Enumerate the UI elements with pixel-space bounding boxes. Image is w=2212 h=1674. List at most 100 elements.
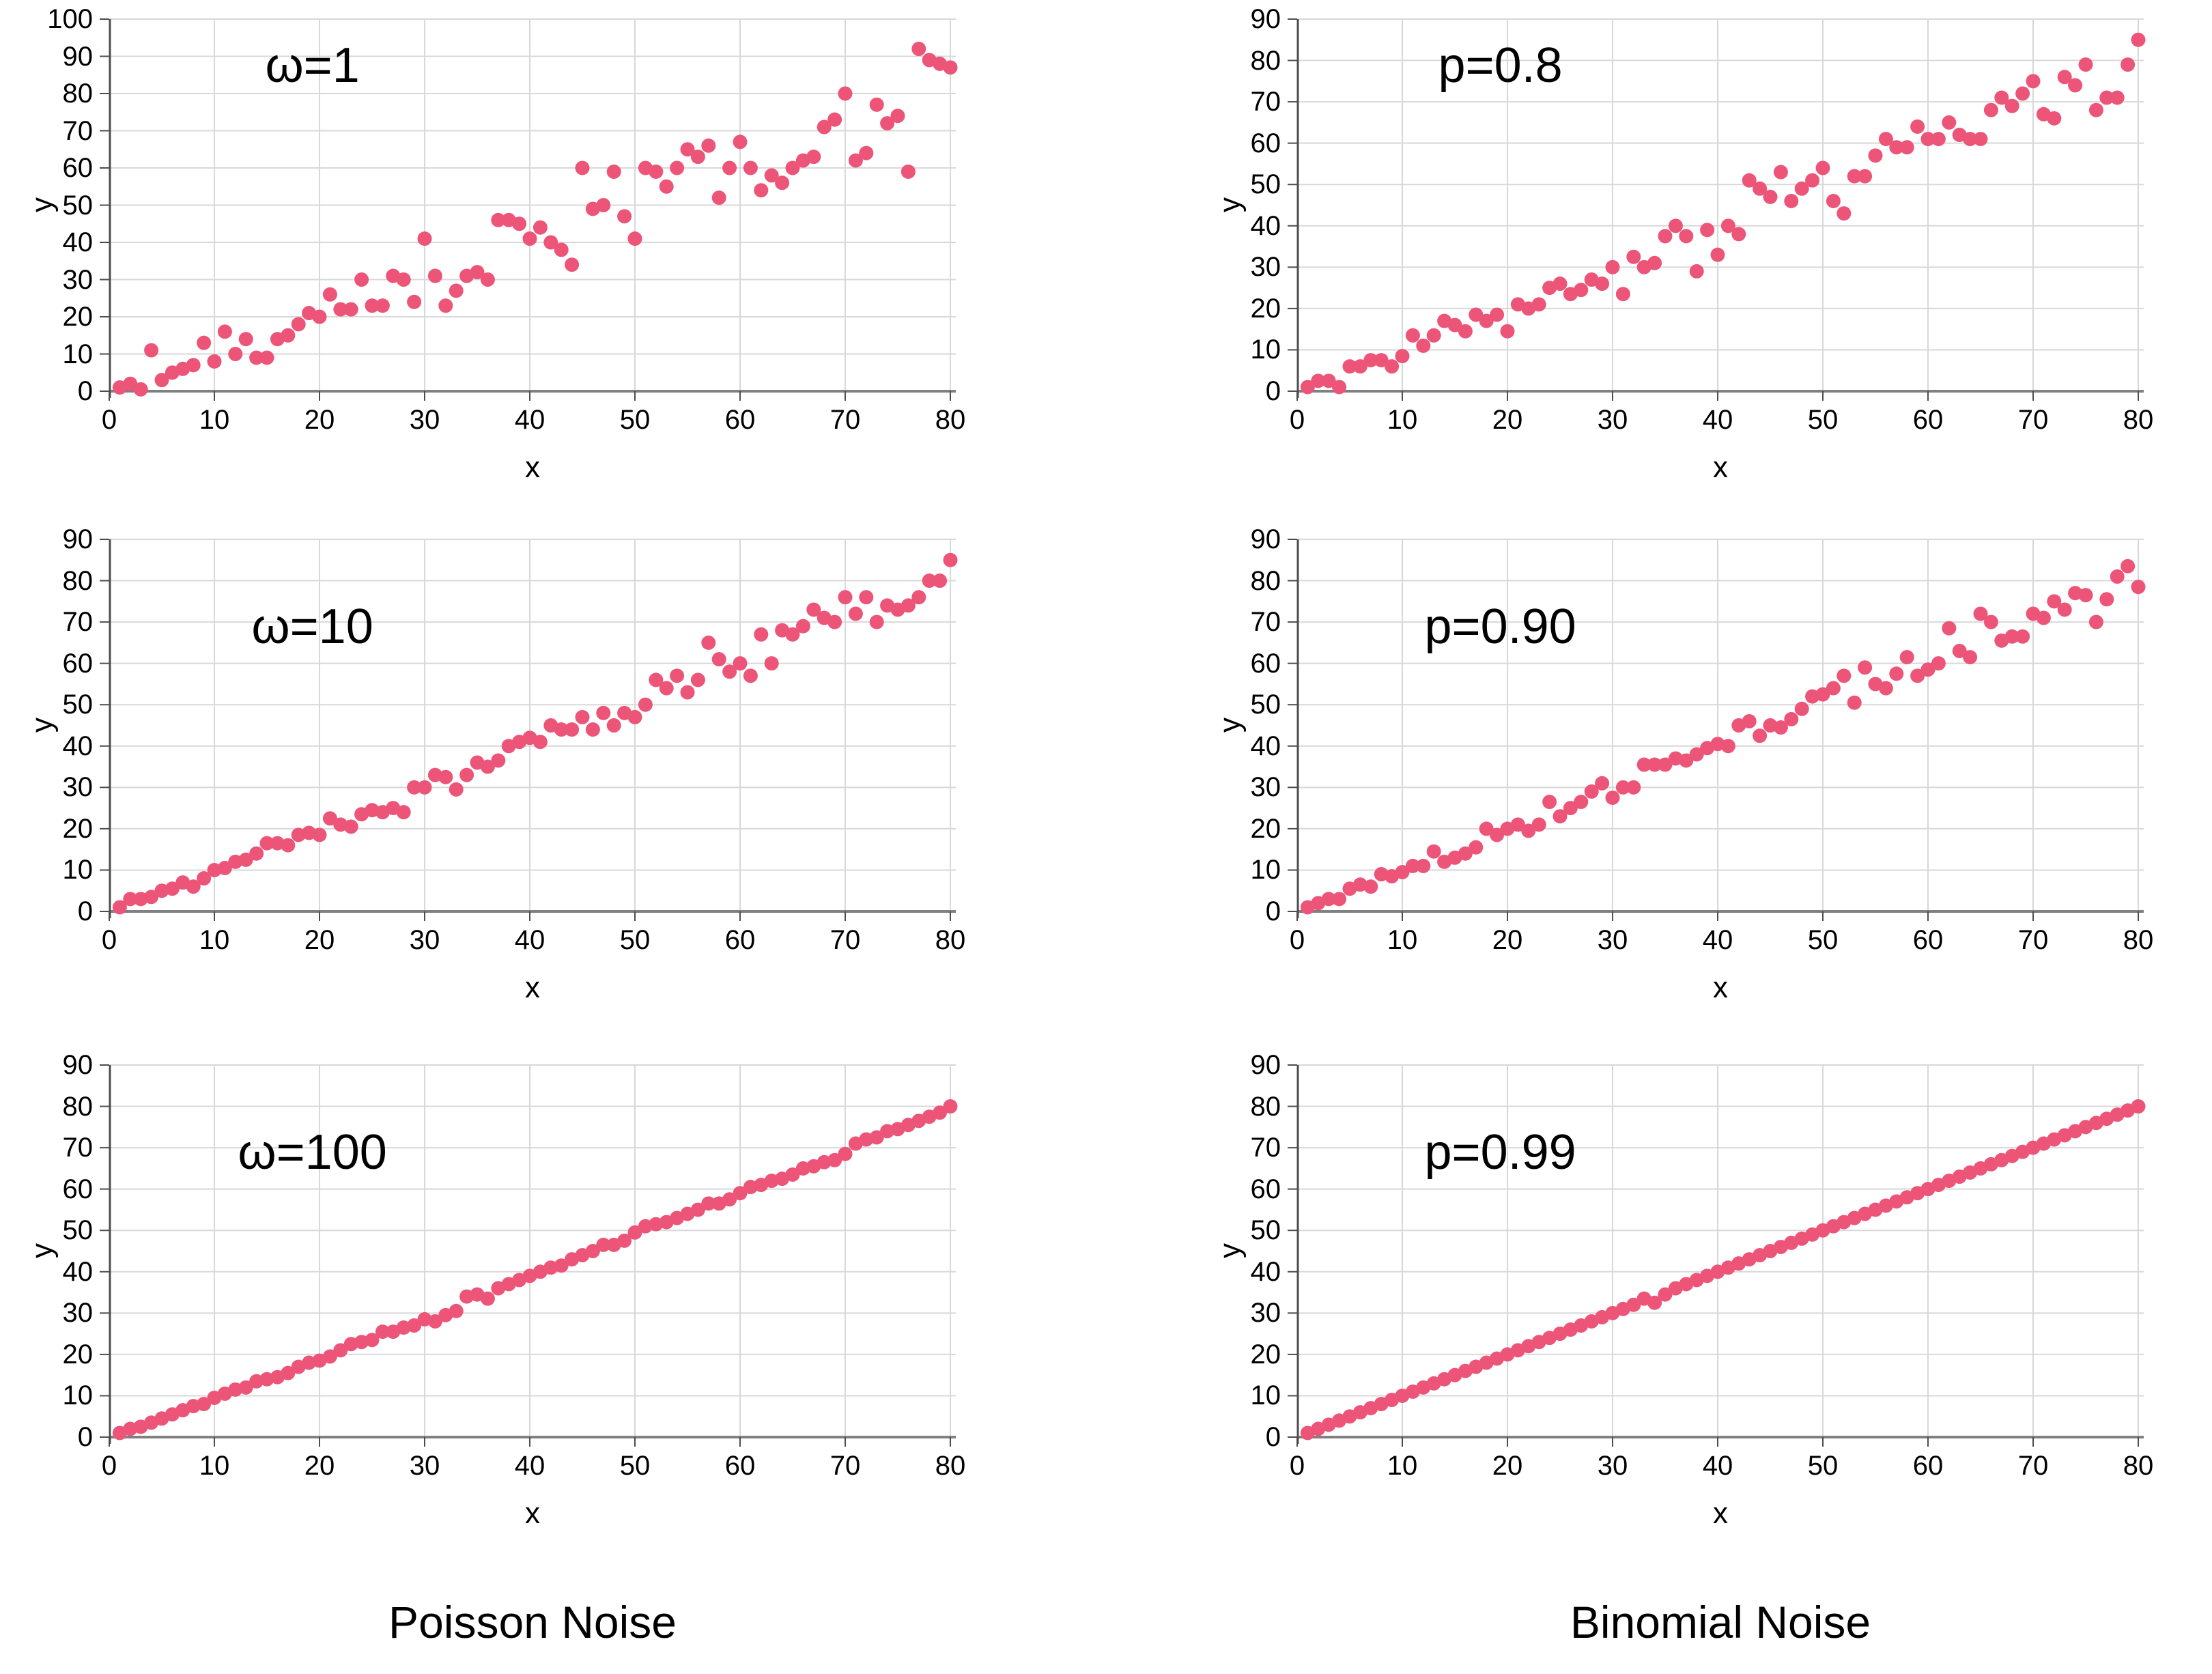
scatter-points (1300, 1099, 2146, 1441)
y-tick-label: 20 (1250, 293, 1281, 324)
y-tick-label: 40 (1250, 730, 1281, 761)
y-tick-label: 50 (1250, 1215, 1281, 1246)
y-tick-label: 60 (62, 153, 94, 183)
y-tick-label: 30 (62, 264, 94, 295)
y-tick-label: 90 (1250, 524, 1281, 554)
x-tick-label: 30 (409, 925, 440, 955)
x-tick-label: 30 (1597, 1451, 1628, 1481)
x-tick-label: 10 (199, 925, 230, 955)
y-tick-label: 0 (77, 1422, 93, 1452)
y-tick-label: 60 (1250, 648, 1281, 679)
x-tick-label: 10 (1387, 925, 1418, 955)
x-tick-label: 30 (1597, 405, 1628, 435)
y-tick-label: 50 (62, 690, 94, 720)
y-tick-label: 60 (62, 648, 94, 679)
x-tick-label: 10 (199, 1451, 230, 1481)
y-tick-label: 90 (1250, 1050, 1281, 1080)
y-tick-label: 20 (1250, 813, 1281, 844)
y-tick-label: 70 (1250, 1133, 1281, 1163)
scatter-canvas (1288, 1064, 2146, 1447)
x-tick-label: 60 (1912, 925, 1944, 955)
x-tick-label: 0 (101, 405, 117, 435)
x-tick-label: 20 (1492, 925, 1523, 955)
caption-binomial-noise: Binomial Noise (1570, 1597, 1871, 1647)
x-tick-label: 40 (1702, 1451, 1733, 1481)
y-tick-label: 90 (62, 41, 94, 72)
y-tick-label: 60 (1250, 128, 1281, 158)
scatter-canvas (100, 1064, 958, 1447)
y-tick-label: 80 (62, 79, 94, 109)
x-tick-label: 80 (935, 405, 966, 435)
x-tick-label: 50 (619, 405, 651, 435)
y-tick-label: 20 (62, 813, 94, 844)
y-tick-label: 70 (1250, 607, 1281, 638)
x-tick-label: 40 (1702, 925, 1733, 955)
x-tick-label: 20 (1492, 1451, 1523, 1481)
y-tick-label: 10 (1250, 335, 1281, 365)
y-tick-label: 10 (1250, 855, 1281, 885)
x-tick-label: 70 (2017, 925, 2049, 955)
x-tick-label: 80 (2123, 405, 2154, 435)
x-tick-label: 0 (101, 1451, 117, 1481)
scatter-canvas (1288, 18, 2146, 401)
y-tick-label: 0 (77, 376, 93, 406)
y-tick-label: 50 (1250, 169, 1281, 200)
y-tick-label: 90 (62, 1050, 94, 1080)
y-tick-label: 10 (1250, 1380, 1281, 1411)
y-tick-label: 0 (1265, 1422, 1281, 1452)
x-tick-label: 80 (2123, 925, 2154, 955)
x-tick-label: 20 (304, 1451, 335, 1481)
plot-poisson-omega-1: ω=1 x y 0 10 20 30 40 50 60 70 80 90 100 0 10 20 30 40 5… (7, 4, 976, 504)
y-tick-label: 80 (62, 1091, 94, 1122)
x-tick-label: 20 (304, 405, 335, 435)
y-tick-label: 70 (62, 115, 94, 146)
x-axis-label: x (1713, 971, 1728, 1004)
scatter-points (112, 552, 958, 915)
scatter-canvas (100, 539, 958, 921)
plot-poisson-omega-10: ω=10 x y 0 10 20 30 40 50 60 70 80 90 0 10 20 30 40 50 6… (7, 524, 976, 1024)
y-tick-label: 10 (62, 1380, 94, 1411)
plot-annotation: ω=10 (251, 599, 373, 655)
x-axis-label: x (525, 1496, 540, 1530)
y-tick-label: 50 (62, 1215, 94, 1246)
scatter-points (1300, 558, 2146, 915)
x-tick-label: 0 (1289, 925, 1305, 955)
y-tick-label: 80 (62, 565, 94, 596)
x-tick-label: 50 (1807, 1451, 1839, 1481)
x-axis-label: x (1713, 451, 1728, 484)
x-tick-label: 70 (2017, 405, 2049, 435)
scatter-canvas (100, 18, 958, 401)
x-tick-label: 20 (304, 925, 335, 955)
x-tick-label: 60 (724, 925, 756, 955)
plot-binomial-p-099: p=0.99 x y 0 10 20 30 40 50 60 70 80 90 0 10 20 30 40 5… (1195, 1050, 2164, 1550)
y-tick-label: 80 (1250, 45, 1281, 76)
x-tick-label: 60 (1912, 1451, 1944, 1481)
plot-annotation: p=0.8 (1438, 38, 1563, 94)
y-tick-label: 30 (1250, 1298, 1281, 1329)
y-tick-label: 80 (1250, 565, 1281, 596)
x-tick-label: 80 (935, 925, 966, 955)
x-tick-label: 0 (1289, 405, 1305, 435)
x-tick-label: 70 (830, 925, 861, 955)
x-tick-label: 70 (830, 405, 861, 435)
y-tick-label: 20 (62, 302, 94, 332)
y-tick-label: 0 (77, 896, 93, 926)
y-tick-label: 70 (62, 1133, 94, 1163)
x-tick-label: 30 (409, 1451, 440, 1481)
y-tick-label: 50 (62, 190, 94, 221)
x-tick-label: 60 (724, 405, 756, 435)
scatter-points (112, 42, 958, 397)
y-tick-label: 10 (62, 855, 94, 885)
x-tick-label: 50 (1807, 925, 1839, 955)
x-tick-label: 0 (1289, 1451, 1305, 1481)
plot-binomial-p-08: p=0.8 x y 0 10 20 30 40 50 60 70 80 90 0 10 20 30 40 50… (1195, 4, 2164, 504)
plot-poisson-omega-100: ω=100 x y 0 10 20 30 40 50 60 70 80 90 0 10 20 30 40 50… (7, 1050, 976, 1550)
x-tick-label: 30 (1597, 925, 1628, 955)
y-tick-label: 70 (1250, 87, 1281, 117)
x-tick-label: 60 (724, 1451, 756, 1481)
x-tick-label: 50 (619, 1451, 651, 1481)
x-tick-label: 40 (514, 925, 545, 955)
scatter-canvas (1288, 539, 2146, 921)
x-tick-label: 30 (409, 405, 440, 435)
y-tick-label: 40 (1250, 1256, 1281, 1287)
